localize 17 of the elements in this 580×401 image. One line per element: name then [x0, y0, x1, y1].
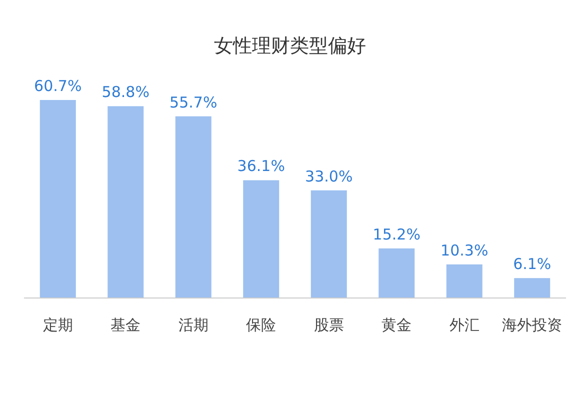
- x-tick-label: 外汇: [449, 316, 480, 334]
- x-tick-label: 活期: [178, 316, 208, 334]
- x-tick-label: 保险: [246, 316, 276, 334]
- data-label: 55.7%: [170, 93, 218, 112]
- data-label: 60.7%: [34, 77, 82, 95]
- x-tick-label: 海外投资: [502, 316, 562, 334]
- x-tick-label: 股票: [314, 316, 344, 334]
- data-label: 15.2%: [372, 225, 420, 244]
- chart-title: 女性理财类型偏好: [214, 35, 366, 57]
- x-tick-label: 定期: [42, 316, 73, 334]
- x-tick-label: 黄金: [382, 316, 412, 334]
- data-label: 6.1%: [513, 255, 552, 274]
- data-label: 10.3%: [440, 241, 488, 260]
- data-label: 36.1%: [237, 157, 285, 176]
- data-label: 33.0%: [305, 167, 353, 186]
- x-tick-label: 基金: [110, 316, 141, 334]
- data-label: 58.8%: [102, 83, 150, 102]
